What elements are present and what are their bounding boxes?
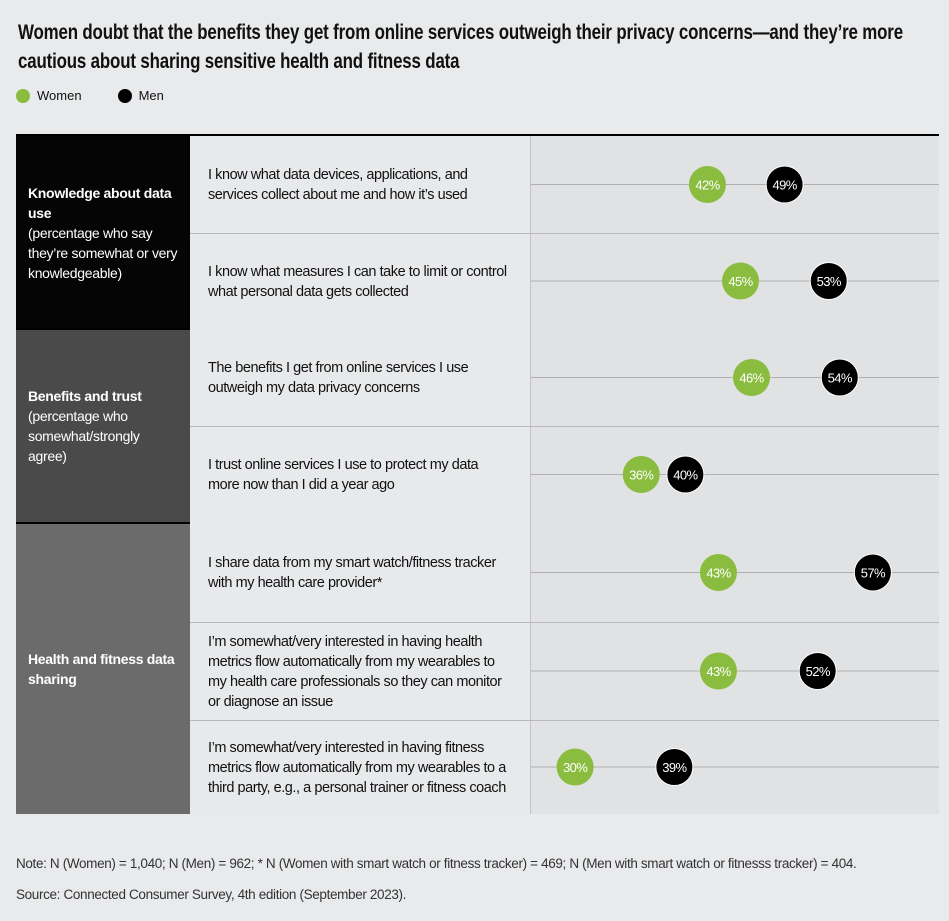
source: Source: Connected Consumer Survey, 4th e… (16, 887, 407, 902)
dot-women (688, 166, 726, 203)
section-label: Knowledge about data use (percentage who … (16, 136, 190, 329)
dot-men (798, 652, 837, 690)
dot-women (733, 359, 771, 396)
category-label: I share data from my smart watch/fitness… (190, 523, 531, 622)
data-label: 49% (773, 178, 798, 193)
section-label: Benefits and trust (percentage who somewh… (16, 329, 190, 523)
dot-men (765, 165, 804, 204)
legend-swatch-men (117, 88, 132, 103)
data-label: 45% (728, 274, 753, 289)
category-label: I know what measures I can take to limit… (190, 234, 531, 329)
legend-item-women: Women (16, 88, 82, 103)
legend: Women Men (16, 88, 164, 103)
section-2: Health and fitness data sharing (16, 523, 939, 814)
category-label: I know what data devices, applications, … (190, 136, 531, 233)
note: Note: N (Women) = 1,040; N (Men) = 962; … (16, 856, 857, 871)
dot-women (622, 456, 660, 493)
data-label: 54% (828, 371, 853, 386)
section-1: Benefits and trust (percentage who somewh… (16, 329, 939, 523)
dot-men (809, 262, 848, 300)
section-label: Health and fitness data sharing (16, 523, 190, 814)
data-label: 53% (817, 274, 842, 289)
category-label: I’m somewhat/very interested in having f… (190, 721, 531, 814)
data-label: 43% (706, 566, 731, 581)
dot-women (556, 748, 594, 786)
chart-title: Women doubt that the benefits they get f… (18, 20, 903, 73)
data-label: 42% (695, 178, 720, 193)
dot-women (722, 262, 760, 300)
data-label: 30% (563, 760, 588, 775)
data-label: 36% (629, 468, 654, 483)
legend-label: Men (138, 88, 164, 103)
dot-men (820, 358, 859, 397)
data-label: 57% (861, 566, 886, 581)
category-label: I’m somewhat/very interested in having h… (190, 623, 531, 720)
data-label: 39% (662, 760, 687, 775)
data-label: 40% (673, 468, 698, 483)
legend-swatch-women (16, 88, 30, 103)
section-label-text: Benefits and trust (percentage who somewh… (28, 386, 178, 466)
section-title: Health and fitness data sharing (28, 650, 175, 687)
legend-label: Women (37, 88, 82, 103)
section-title: Knowledge about data use (28, 184, 172, 221)
section-label-text: Health and fitness data sharing (28, 649, 178, 689)
dot-men (853, 553, 892, 592)
dot-plot: 42% 49% 45% 53% 46% 54% 36% 40% 43% 57% 43% 52% 30% 3… (531, 165, 939, 786)
section-label-text: Knowledge about data use (percentage who … (28, 183, 178, 283)
dot-men (666, 455, 705, 494)
category-label: The benefits I get from online services … (190, 329, 531, 426)
dot-men (655, 748, 694, 786)
section-subtitle: (percentage who somewhat/strongly agree) (28, 408, 140, 464)
section-title: Benefits and trust (28, 388, 142, 404)
data-label: 46% (739, 371, 764, 386)
dot-women (699, 652, 737, 690)
section-0: Knowledge about data use (percentage who … (16, 136, 939, 329)
data-label: 43% (706, 664, 731, 679)
data-label: 52% (806, 664, 831, 679)
category-label: I trust online services I use to protect… (190, 427, 531, 523)
section-subtitle: (percentage who say they’re somewhat or … (28, 224, 178, 281)
dot-women (699, 554, 737, 591)
legend-item-men: Men (117, 88, 164, 103)
